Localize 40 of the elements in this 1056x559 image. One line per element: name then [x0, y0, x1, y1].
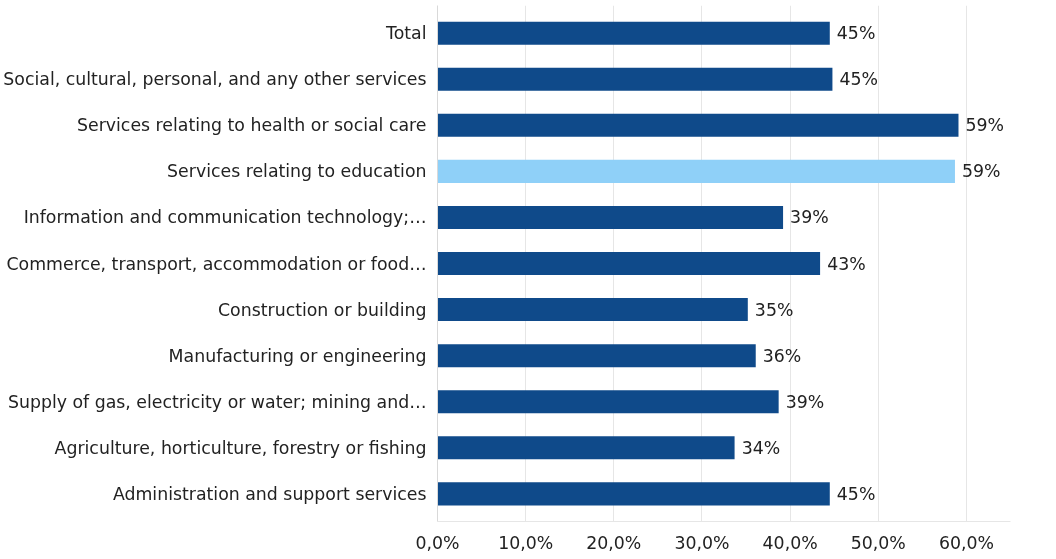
y-tick-label: Commerce, transport, accommodation or food… — [6, 253, 427, 274]
y-tick-label: Social, cultural, personal, and any other services — [3, 69, 427, 90]
data-label: 39% — [785, 391, 825, 412]
data-label: 39% — [790, 207, 829, 228]
x-tick-label: 30,0% — [674, 532, 730, 553]
data-label: 36% — [762, 345, 802, 366]
x-tick-label: 40,0% — [762, 532, 818, 553]
bar — [437, 21, 830, 45]
x-tick-label: 0,0% — [415, 532, 460, 553]
data-label: 35% — [754, 299, 794, 320]
y-tick-label: Supply of gas, electricity or water; mining and… — [7, 391, 427, 412]
y-tick-label: Manufacturing or engineering — [168, 345, 427, 366]
y-tick-label: Administration and support services — [112, 483, 427, 504]
x-tick-label: 60,0% — [938, 532, 994, 553]
y-tick-label: Services relating to health or social care — [77, 115, 427, 136]
data-label: 45% — [836, 23, 876, 44]
x-tick-label: 20,0% — [586, 532, 642, 553]
y-tick-label: Agriculture, horticulture, forestry or fishing — [54, 437, 427, 458]
bar — [437, 251, 821, 276]
bar — [437, 113, 959, 137]
bar — [437, 482, 830, 506]
y-tick-label: Services relating to education — [167, 161, 427, 182]
data-label: 45% — [836, 483, 876, 504]
bar — [437, 159, 955, 183]
bar — [437, 344, 756, 368]
bar — [437, 436, 735, 460]
data-label: 34% — [741, 437, 781, 458]
bar — [437, 205, 784, 229]
x-tick-label: 10,0% — [498, 532, 554, 553]
x-tick-label: 50,0% — [850, 532, 906, 553]
data-label: 45% — [839, 69, 878, 90]
y-tick-label: Construction or building — [218, 299, 427, 320]
data-label: 59% — [965, 115, 1005, 136]
bar — [437, 67, 833, 91]
bar — [437, 298, 748, 322]
data-label: 59% — [962, 161, 1001, 182]
bar — [437, 390, 779, 414]
data-label: 43% — [827, 253, 866, 274]
y-tick-label: Total — [385, 23, 427, 44]
y-tick-label: Information and communication technology;… — [23, 207, 427, 228]
